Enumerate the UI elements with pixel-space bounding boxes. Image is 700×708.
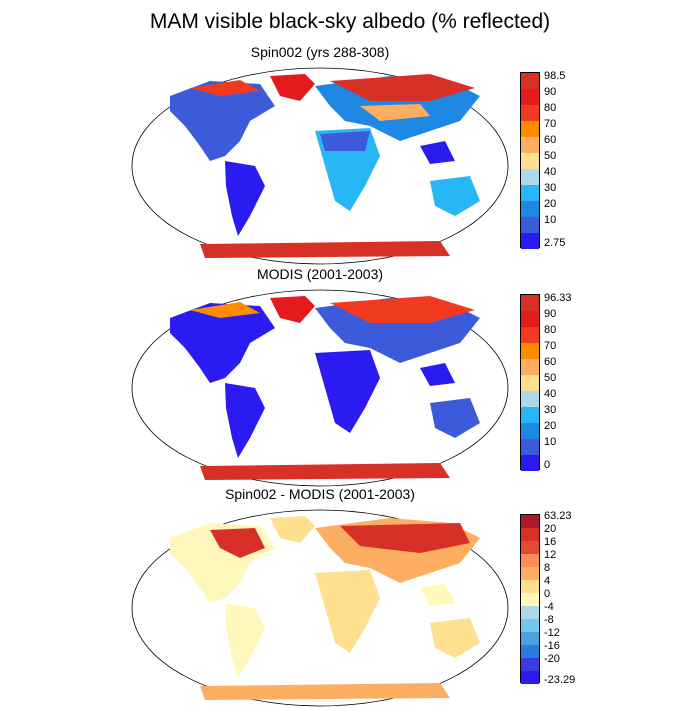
cbar-label: -4 [544,601,554,613]
australia [430,176,480,216]
cbar-label: 30 [544,182,557,194]
cbar-label: 90 [544,86,557,98]
cbar-label: 60 [544,356,557,368]
cbar-label: 60 [544,134,557,146]
colorbar-boxes [520,72,540,249]
south-america [225,161,265,236]
cbar-label: -23.29 [544,674,576,686]
cbar-label: -8 [544,614,554,626]
map-modis [131,289,509,487]
cbar-label: 96.33 [544,292,572,304]
cbar-label: -16 [544,640,560,652]
cbar-label: 10 [544,436,557,448]
cbar-label: 40 [544,166,557,178]
cbar-label: 2.75 [544,237,566,249]
panel-title-spin002: Spin002 (yrs 288-308) [250,44,390,60]
cbar-label: 30 [544,404,557,416]
cbar-label: 80 [544,324,557,336]
cbar-label: 20 [544,523,557,535]
north-america [170,81,275,161]
map-difference [131,509,509,707]
cbar-label: 12 [544,549,557,561]
cbar-label: 50 [544,150,557,162]
colorbar-boxes [520,294,540,471]
cbar-label: 0 [544,588,551,600]
cbar-label: -12 [544,627,560,639]
greenland [270,74,315,101]
cbar-label: 40 [544,388,557,400]
cbar-label: 50 [544,372,557,384]
figure-title: MAM visible black-sky albedo (% reflecte… [149,10,551,33]
panel-title-modis: MODIS (2001-2003) [256,266,384,282]
cbar-label: 8 [544,562,551,574]
cbar-label: 70 [544,118,557,130]
antarctica [200,241,450,258]
cbar-label: 80 [544,102,557,114]
colorbar-boxes [520,514,540,684]
cbar-label: 16 [544,536,557,548]
cbar-label: 20 [544,198,557,210]
map-spin002 [131,67,509,265]
cbar-label: 90 [544,308,557,320]
panel-title-difference: Spin002 - MODIS (2001-2003) [225,486,415,502]
cbar-label: 20 [544,420,557,432]
cbar-label: 0 [544,459,551,471]
cbar-label: 70 [544,340,557,352]
cbar-label: -20 [544,653,560,665]
cbar-label: 4 [544,575,551,587]
cbar-label: 63.23 [544,510,572,522]
cbar-label: 10 [544,214,557,226]
cbar-label: 98.5 [544,70,566,82]
